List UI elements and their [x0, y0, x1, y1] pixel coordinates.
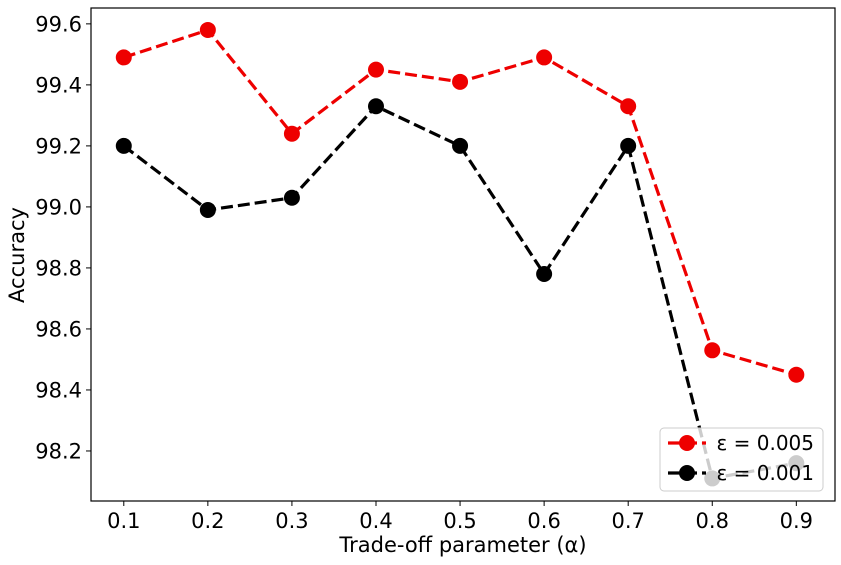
- y-tick-label: 98.8: [35, 256, 82, 280]
- y-tick-label: 99.6: [35, 12, 82, 36]
- y-tick-label: 98.2: [35, 439, 82, 463]
- data-point: [115, 137, 132, 154]
- series-line: [122, 104, 797, 480]
- data-point: [283, 189, 300, 206]
- data-point: [788, 366, 805, 383]
- y-axis-label: Accuracy: [5, 207, 29, 303]
- series-1: [115, 21, 805, 383]
- data-point: [536, 49, 553, 66]
- data-point: [199, 21, 216, 38]
- x-tick-label: 0.4: [359, 509, 392, 533]
- plot-frame: [90, 7, 836, 502]
- x-axis-label: Trade-off parameter (α): [338, 533, 586, 557]
- y-tick-label: 98.4: [35, 378, 82, 402]
- series-layer: [115, 21, 805, 487]
- y-tick-label: 99.4: [35, 73, 82, 97]
- y-axis: 98.2 98.4 98.6 98.8 99.0 99.2 99.4 99.6: [35, 12, 91, 463]
- y-tick-label: 99.2: [35, 134, 82, 158]
- legend-item-2: ε = 0.001: [668, 461, 814, 485]
- x-tick-label: 0.7: [611, 509, 644, 533]
- legend-label: ε = 0.001: [716, 461, 814, 485]
- data-point: [536, 266, 553, 283]
- data-point: [115, 49, 132, 66]
- x-tick-label: 0.8: [696, 509, 729, 533]
- plot-background: [91, 8, 835, 501]
- data-point: [620, 98, 637, 115]
- x-tick-label: 0.2: [191, 509, 224, 533]
- data-point: [367, 98, 384, 115]
- y-tick-label: 99.0: [35, 195, 82, 219]
- legend-box: [659, 427, 824, 492]
- x-tick-label: 0.6: [527, 509, 560, 533]
- legend: ε = 0.005 ε = 0.001: [659, 427, 824, 492]
- x-tick-label: 0.9: [780, 509, 813, 533]
- data-point: [620, 137, 637, 154]
- data-point: [452, 73, 469, 90]
- legend-marker: [679, 465, 695, 481]
- plot-area: [91, 8, 835, 501]
- legend-marker: [679, 435, 695, 451]
- data-point: [199, 201, 216, 218]
- legend-item-1: ε = 0.005: [668, 431, 814, 455]
- legend-label: ε = 0.005: [716, 431, 814, 455]
- x-tick-label: 0.1: [107, 509, 140, 533]
- y-tick-label: 98.6: [35, 317, 82, 341]
- x-tick-label: 0.5: [443, 509, 476, 533]
- data-point: [283, 125, 300, 142]
- data-point: [452, 137, 469, 154]
- data-point: [704, 342, 721, 359]
- data-point: [367, 61, 384, 78]
- x-tick-label: 0.3: [275, 509, 308, 533]
- x-axis: 0.1 0.2 0.3 0.4 0.5 0.6 0.7 0.8 0.9: [107, 501, 813, 533]
